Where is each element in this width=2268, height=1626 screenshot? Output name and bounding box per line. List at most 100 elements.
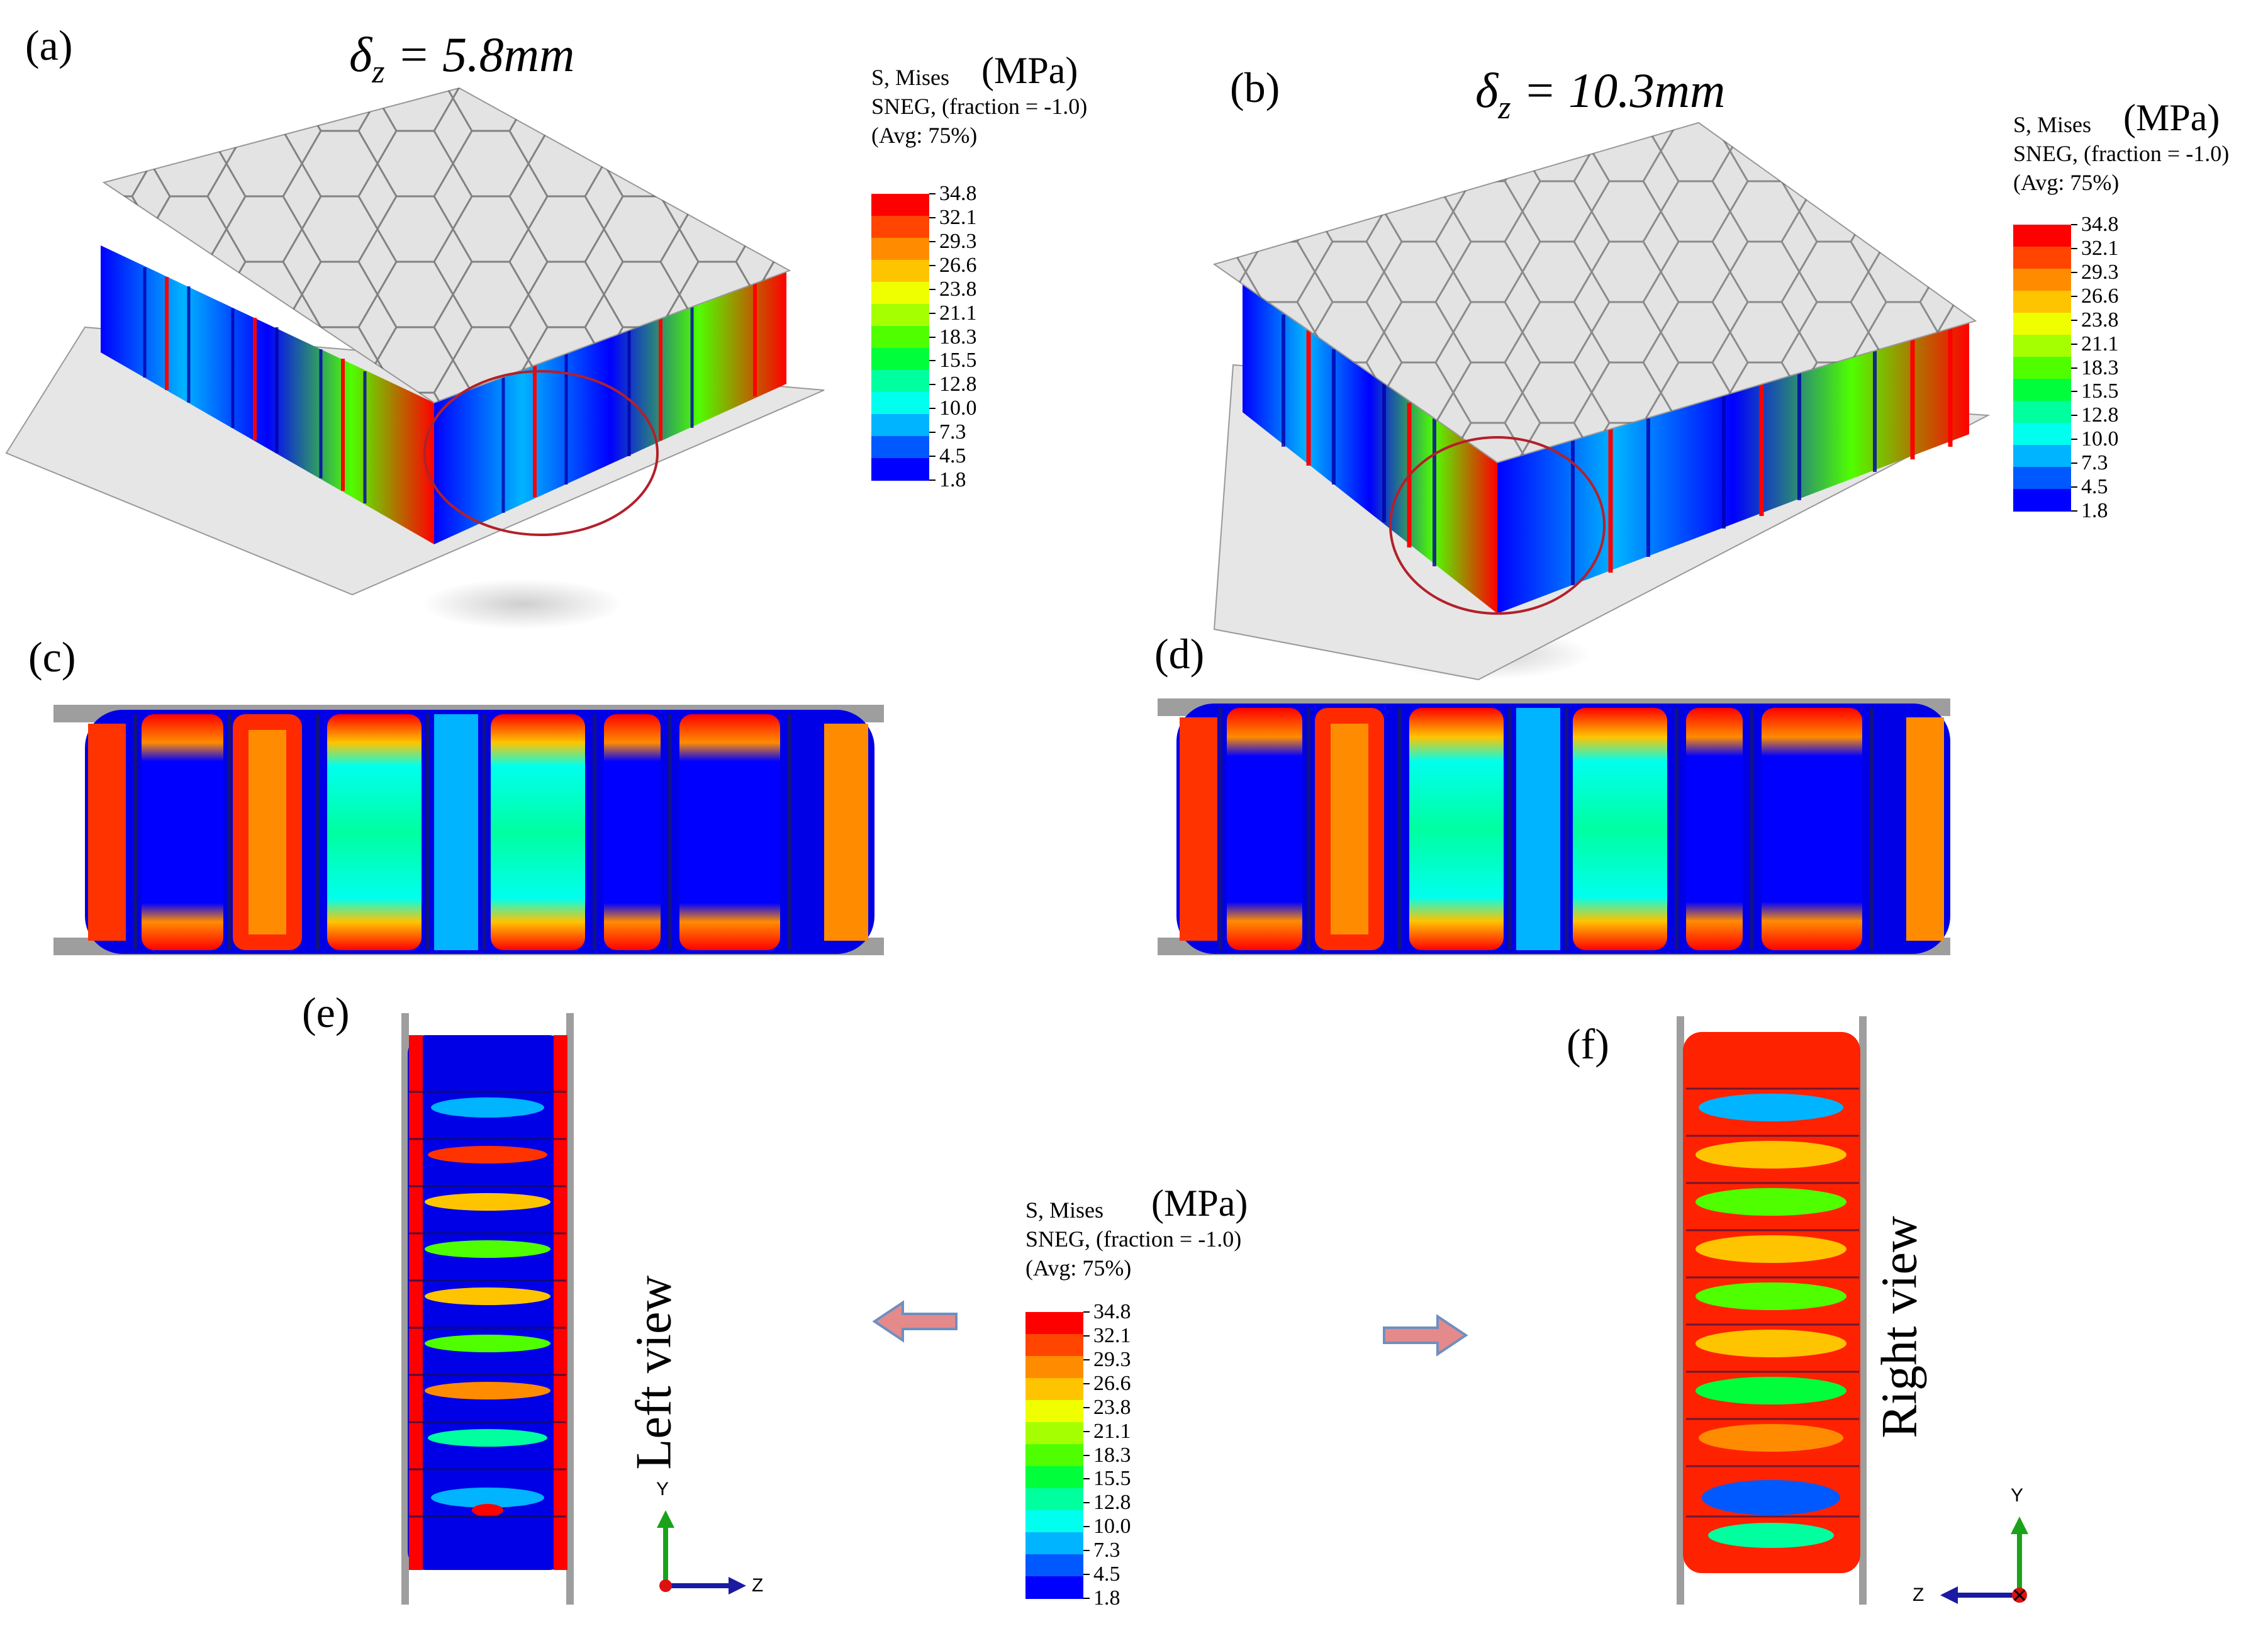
legend-average: (Avg: 75%) (1025, 1255, 1132, 1281)
panel-e-model (401, 1013, 574, 1605)
legend-tick-label: 34.8 (1093, 1300, 1131, 1323)
legend-swatch (1025, 1466, 1083, 1489)
displacement-value: 10.3mm (1568, 63, 1726, 118)
legend-tick-mark (929, 240, 936, 242)
legend-tick-mark (929, 479, 936, 481)
panel-b-model (1212, 121, 1991, 681)
legend-swatch (871, 414, 929, 437)
legend-tick-mark (2071, 295, 2077, 297)
legend-swatch (2013, 247, 2071, 269)
legend-tick-mark (2071, 367, 2077, 369)
legend-unit: (MPa) (981, 50, 1078, 91)
panel-f-axis-z: Z (1913, 1584, 1924, 1605)
legend-tick-mark (2071, 439, 2077, 440)
legend-swatch (2013, 379, 2071, 401)
legend-tick-label: 26.6 (1093, 1371, 1131, 1395)
legend-tick-mark (929, 336, 936, 338)
legend-title: S, Mises (2013, 112, 2092, 137)
delta-subscript: z (372, 54, 385, 90)
legend-tick-label: 29.3 (2081, 260, 2119, 284)
legend-swatch (871, 392, 929, 415)
panel-e-axis-z: Z (752, 1575, 764, 1596)
legend-swatch (1025, 1444, 1083, 1467)
legend-swatch (871, 260, 929, 283)
legend-tick-mark (1083, 1526, 1090, 1528)
panel-c-label: (c) (28, 633, 76, 681)
legend-subtitle: SNEG, (fraction = -1.0) (2013, 141, 2230, 166)
legend-tick-label: 18.3 (2081, 356, 2119, 379)
panel-f-label: (f) (1567, 1020, 1609, 1068)
legend-average: (Avg: 75%) (871, 123, 978, 148)
legend-tick-mark (2071, 510, 2077, 512)
legend-swatch (2013, 225, 2071, 247)
legend-tick-mark (929, 264, 936, 266)
legend-tick-label: 1.8 (1093, 1586, 1120, 1610)
legend-swatch (2013, 335, 2071, 357)
legend-tick-label: 4.5 (2081, 475, 2108, 499)
panel-b-label: (b) (1230, 64, 1280, 111)
legend-average: (Avg: 75%) (2013, 170, 2120, 195)
equals-sign: = (1511, 63, 1569, 118)
legend-tick-label: 21.1 (2081, 332, 2119, 356)
legend-tick-mark (1083, 1598, 1090, 1599)
legend-tick-label: 12.8 (939, 373, 977, 396)
legend-tick-mark (929, 384, 936, 386)
displacement-value: 5.8mm (442, 27, 575, 82)
legend-panel-a: S, Mises (MPa) SNEG, (fraction = -1.0) (Avg… (871, 50, 1136, 491)
legend-tick-label: 15.5 (2081, 379, 2119, 403)
legend-tick-mark (1083, 1454, 1090, 1456)
legend-tick-label: 4.5 (939, 444, 966, 468)
legend-title: S, Mises (1025, 1197, 1104, 1223)
legend-swatch (1025, 1422, 1083, 1445)
legend-tick-mark (2071, 486, 2077, 488)
legend-swatch (871, 436, 929, 459)
legend-swatch (1025, 1510, 1083, 1533)
legend-tick-label: 23.8 (2081, 308, 2119, 332)
panel-e-view-label: Left view (626, 1275, 682, 1470)
legend-swatch (2013, 291, 2071, 313)
legend-tick-label: 18.3 (1093, 1443, 1131, 1467)
legend-tick-mark (2071, 391, 2077, 393)
legend-tick-label: 1.8 (939, 468, 966, 491)
legend-tick-label: 34.8 (2081, 213, 2119, 236)
panel-b-displacement: δz = 10.3mm (1475, 66, 1725, 125)
legend-tick-mark (929, 216, 936, 218)
panel-a-label: (a) (25, 21, 73, 69)
arrow-left-icon (872, 1300, 958, 1343)
legend-tick-label: 29.3 (1093, 1347, 1131, 1371)
legend-tick-label: 26.6 (939, 253, 977, 277)
legend-swatch (1025, 1378, 1083, 1401)
legend-unit: (MPa) (2123, 97, 2220, 138)
equals-sign: = (384, 27, 443, 82)
legend-tick-mark (2071, 247, 2077, 249)
legend-swatch (2013, 269, 2071, 291)
legend-tick-mark (1083, 1311, 1090, 1313)
legend-tick-label: 26.6 (2081, 284, 2119, 308)
legend-tick-mark (2071, 415, 2077, 417)
legend-panel-b: S, Mises (MPa) SNEG, (fraction = -1.0) (Avg… (2013, 97, 2268, 538)
panel-f-view-label: Right view (1872, 1216, 1928, 1438)
legend-tick-label: 10.0 (2081, 427, 2119, 451)
legend-tick-mark (1083, 1574, 1090, 1576)
delta-symbol: δ (1475, 63, 1499, 118)
legend-tick-mark (2071, 463, 2077, 464)
legend-tick-mark (1083, 1382, 1090, 1384)
legend-title: S, Mises (871, 65, 950, 90)
legend-tick-mark (1083, 1406, 1090, 1408)
legend-unit: (MPa) (1151, 1182, 1248, 1224)
legend-tick-mark (929, 456, 936, 457)
legend-tick-label: 21.1 (939, 301, 977, 325)
legend-tick-mark (2071, 343, 2077, 345)
legend-tick-mark (1083, 1359, 1090, 1360)
legend-tick-mark (1083, 1478, 1090, 1480)
legend-swatch (871, 304, 929, 327)
legend-tick-label: 23.8 (1093, 1395, 1131, 1419)
legend-tick-mark (2071, 319, 2077, 321)
legend-tick-mark (2071, 224, 2077, 225)
legend-tick-label: 32.1 (1093, 1323, 1131, 1347)
legend-tick-label: 1.8 (2081, 499, 2108, 522)
legend-subtitle: SNEG, (fraction = -1.0) (871, 94, 1088, 119)
panel-e-axis-triad (657, 1510, 746, 1595)
